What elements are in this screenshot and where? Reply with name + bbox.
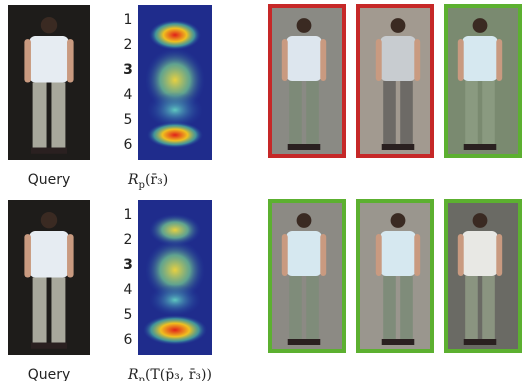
part-label: 6 [124,332,133,348]
part-label: 4 [124,87,133,103]
arm [414,234,420,276]
heat-spot [149,20,201,50]
part-label: 5 [124,112,133,128]
leg [400,276,413,339]
arm [458,234,464,276]
arm [67,234,74,277]
leg [465,276,478,339]
heatmap [138,200,212,355]
shoes [382,144,415,150]
leg [51,278,65,343]
leg [383,276,396,339]
head [297,18,312,33]
photo [358,6,432,156]
photo [270,6,344,156]
shoes [288,339,321,345]
leg [289,81,302,144]
part-label: 4 [124,282,133,298]
figure: Query 1 2 3 4 5 6 Rp(r̄₃) Query 1 2 3 4 5 6 Rp(T(p̄₃, r… [0,0,526,381]
leg [400,81,413,144]
torso [286,231,322,276]
shoes [464,339,497,345]
caption-base: R [127,367,139,381]
arm [24,39,31,82]
head [391,18,406,33]
head [391,213,406,228]
leg [383,81,396,144]
arm [414,39,420,81]
arm [282,39,288,81]
arm [496,39,502,81]
arm [282,234,288,276]
shoes [382,339,415,345]
leg [306,81,319,144]
query-label: Query [28,367,71,381]
arm [376,39,382,81]
part-label: 1 [124,207,133,223]
shoes [31,148,67,154]
heat-spot [149,284,201,316]
heat-spot [147,122,203,148]
head [473,18,488,33]
leg [482,276,495,339]
arm [496,234,502,276]
torso [380,231,416,276]
arm [458,39,464,81]
caption: Rp(r̄₃) [127,172,168,191]
arm [24,234,31,277]
part-label: 3 [123,62,133,78]
heat-spot [143,315,207,345]
torso [29,231,68,278]
part-label: 5 [124,307,133,323]
caption-base: R [127,172,139,188]
head [41,17,57,33]
leg [289,276,302,339]
leg [33,278,47,343]
head [473,213,488,228]
torso [286,36,322,81]
leg [306,276,319,339]
head [41,212,57,228]
photo [446,201,520,351]
part-label: 6 [124,137,133,153]
torso [462,36,498,81]
arm [320,234,326,276]
caption-arg: (r̄₃) [145,172,168,188]
leg [482,81,495,144]
arm [376,234,382,276]
torso [462,231,498,276]
heatmap [138,5,212,160]
shoes [464,144,497,150]
photo [270,201,344,351]
part-label: 2 [124,232,133,248]
leg [465,81,478,144]
query-label: Query [28,172,71,188]
shoes [31,343,67,349]
leg [51,83,65,148]
caption-arg: (T(p̄₃, r̄₃)) [145,367,212,381]
photo [8,5,90,160]
shoes [288,144,321,150]
torso [29,36,68,83]
photo [446,6,520,156]
photo [358,201,432,351]
torso [380,36,416,81]
leg [33,83,47,148]
part-label: 3 [123,257,133,273]
arm [67,39,74,82]
photo [8,200,90,355]
row: Query 1 2 3 4 5 6 Rp(r̄₃) [8,5,520,191]
head [297,213,312,228]
arm [320,39,326,81]
part-label: 1 [124,12,133,28]
row: Query 1 2 3 4 5 6 Rp(T(p̄₃, r̄₃)) [8,200,520,381]
caption: Rp(T(p̄₃, r̄₃)) [127,367,212,381]
part-label: 2 [124,37,133,53]
